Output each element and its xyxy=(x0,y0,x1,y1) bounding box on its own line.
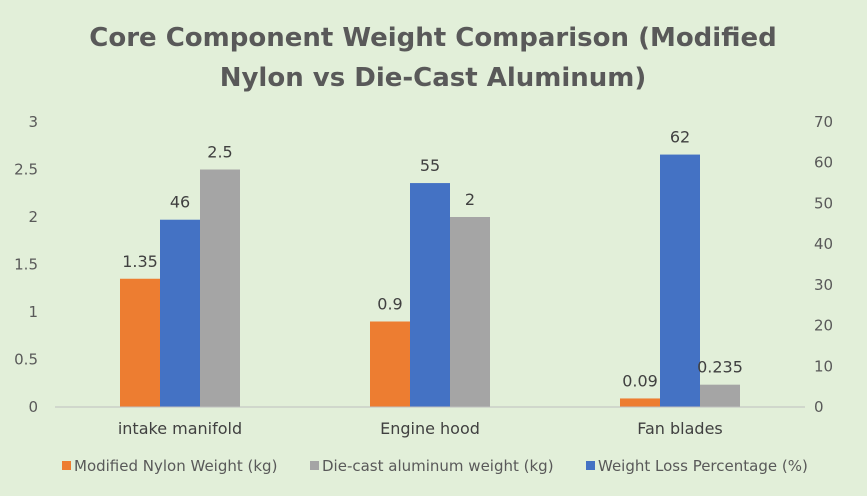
legend-label: Die-cast aluminum weight (kg) xyxy=(322,457,554,475)
left-tick-label: 0.5 xyxy=(14,351,38,369)
bar-nylon xyxy=(120,278,160,407)
left-tick-label: 1 xyxy=(28,303,38,321)
bar-weight-loss xyxy=(160,219,200,407)
bar-aluminum xyxy=(200,169,240,407)
legend-swatch xyxy=(62,461,71,470)
right-axis: 0 10 20 30 40 50 60 70 xyxy=(814,113,833,416)
bar-weight-loss xyxy=(660,154,700,407)
right-tick-label: 10 xyxy=(814,357,833,375)
data-label: 0.9 xyxy=(377,295,402,314)
bars xyxy=(120,154,740,407)
legend-label: Modified Nylon Weight (kg) xyxy=(74,457,277,475)
legend-swatch xyxy=(310,461,319,470)
right-tick-label: 0 xyxy=(814,398,824,416)
legend-swatch xyxy=(586,461,595,470)
left-tick-label: 1.5 xyxy=(14,256,38,274)
bar-aluminum xyxy=(700,384,740,407)
right-tick-label: 20 xyxy=(814,317,833,335)
chart-title-line: Nylon vs Die-Cast Aluminum) xyxy=(220,63,647,93)
data-label: 2.5 xyxy=(207,143,232,162)
left-tick-label: 2 xyxy=(28,208,38,226)
data-label: 55 xyxy=(420,156,440,175)
right-tick-label: 30 xyxy=(814,276,833,294)
legend-label: Weight Loss Percentage (%) xyxy=(598,457,808,475)
data-label: 0.235 xyxy=(697,358,743,377)
data-label: 2 xyxy=(465,190,475,209)
chart-title: Core Component Weight Comparison (Modifi… xyxy=(89,23,776,93)
right-tick-label: 40 xyxy=(814,235,833,253)
data-labels: 1.35 46 2.5 0.9 55 2 0.09 62 0.235 xyxy=(122,128,743,391)
bar-aluminum xyxy=(450,217,490,407)
left-axis: 0 0.5 1 1.5 2 2.5 3 xyxy=(14,113,38,416)
left-tick-label: 3 xyxy=(28,113,38,131)
data-label: 0.09 xyxy=(622,371,658,390)
data-label: 62 xyxy=(670,128,690,147)
right-tick-label: 50 xyxy=(814,194,833,212)
category-labels: intake manifold Engine hood Fan blades xyxy=(118,419,723,438)
left-tick-label: 0 xyxy=(28,398,38,416)
category-label: Fan blades xyxy=(637,419,723,438)
bar-nylon xyxy=(620,398,660,407)
data-label: 46 xyxy=(170,193,190,212)
data-label: 1.35 xyxy=(122,252,158,271)
legend: Modified Nylon Weight (kg) Die-cast alumi… xyxy=(62,457,808,475)
right-tick-label: 70 xyxy=(814,113,833,131)
bar-nylon xyxy=(370,321,410,407)
category-label: Engine hood xyxy=(380,419,480,438)
bar-weight-loss xyxy=(410,183,450,407)
chart-title-line: Core Component Weight Comparison (Modifi… xyxy=(89,23,776,53)
category-label: intake manifold xyxy=(118,419,242,438)
right-tick-label: 60 xyxy=(814,154,833,172)
left-tick-label: 2.5 xyxy=(14,161,38,179)
